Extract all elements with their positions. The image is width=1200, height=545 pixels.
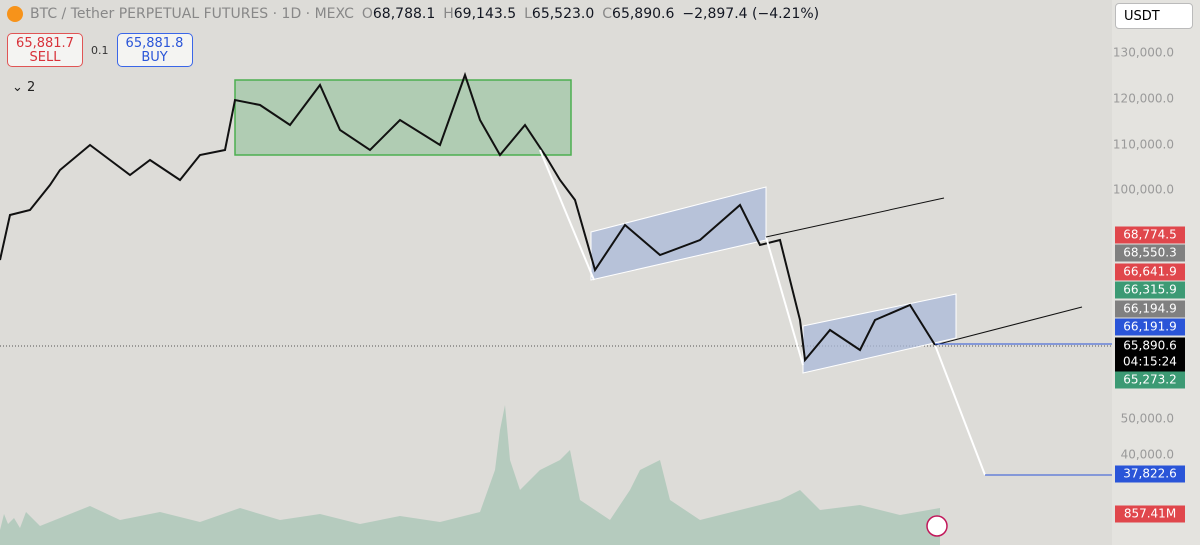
ohlc-key: H bbox=[443, 6, 454, 22]
range-box bbox=[234, 79, 572, 156]
symbol: BTC / Tether PERPETUAL FUTURES · 1D · ME… bbox=[30, 6, 354, 22]
ohlc-value: 65,890.6 bbox=[612, 6, 675, 22]
currency-select[interactable]: USDT bbox=[1115, 3, 1193, 29]
axis-label: 120,000.0 bbox=[1113, 92, 1174, 106]
quantity: 0.1 bbox=[91, 43, 109, 57]
price-tag-bg bbox=[1115, 281, 1185, 299]
projection-line bbox=[539, 149, 595, 281]
volume-area-decor bbox=[0, 405, 940, 545]
ohlc-key: O bbox=[361, 6, 373, 22]
price-tag: 37,822.6 bbox=[1123, 467, 1176, 481]
price-tag-bg bbox=[1115, 465, 1185, 483]
indicator-toggle[interactable]: ⌄ 2 bbox=[12, 80, 36, 95]
price-tag: 65,890.6 bbox=[1123, 339, 1176, 353]
buy-price: 65,881.8 bbox=[125, 36, 184, 51]
price-tag-bg bbox=[1115, 300, 1185, 318]
channel-1 bbox=[590, 186, 767, 281]
ohlc-value: 68,788.1 bbox=[372, 6, 436, 22]
projection-line bbox=[934, 344, 986, 476]
sell-button[interactable]: 65,881.7 SELL bbox=[7, 33, 83, 67]
price-tag: 68,550.3 bbox=[1123, 246, 1176, 260]
price-tag: 65,273.2 bbox=[1123, 373, 1176, 387]
axis-label: 100,000.0 bbox=[1113, 183, 1174, 197]
axis-label: 50,000.0 bbox=[1121, 412, 1174, 426]
price-tag-bg bbox=[1115, 505, 1185, 523]
symbol-header: BTC / Tether PERPETUAL FUTURES · 1D · ME… bbox=[6, 5, 819, 23]
price-tag-bg bbox=[1115, 263, 1185, 281]
ohlc-key: L bbox=[524, 6, 532, 22]
ohlc-key: C bbox=[602, 6, 613, 22]
buy-button[interactable]: 65,881.8 BUY bbox=[116, 33, 193, 67]
axis-label: 40,000.0 bbox=[1121, 448, 1174, 462]
price-tag: 66,194.9 bbox=[1123, 302, 1176, 316]
price-tag: 857.41M bbox=[1124, 507, 1176, 521]
price-tag: 66,191.9 bbox=[1123, 320, 1176, 334]
buy-label: BUY bbox=[141, 50, 168, 65]
trend-line bbox=[765, 197, 945, 238]
price-tag: 66,641.9 bbox=[1123, 265, 1176, 279]
ohlc: O68,788.1 H69,143.5 L65,523.0 C65,890.6 bbox=[354, 6, 675, 22]
ohlc-value: 65,523.0 bbox=[531, 6, 595, 22]
btc-icon bbox=[7, 6, 23, 22]
sell-price: 65,881.7 bbox=[16, 36, 74, 51]
price-tag-bg bbox=[1115, 371, 1185, 389]
price-axis: 130,000.0 120,000.0 110,000.0 100,000.0 50,0… bbox=[1113, 46, 1174, 462]
price-tag-bg bbox=[1115, 226, 1185, 244]
price-tag: 66,315.9 bbox=[1123, 283, 1176, 297]
price-tag-bg bbox=[1115, 244, 1185, 262]
projection-line bbox=[765, 236, 804, 366]
indicator-count: 2 bbox=[27, 80, 36, 95]
price-tag-timer: 04:15:24 bbox=[1123, 355, 1177, 369]
price-tags: 68,774.5 68,550.3 66,641.9 66,315.9 66,194.9… bbox=[1115, 226, 1185, 523]
channel-2 bbox=[802, 293, 957, 374]
trend-line bbox=[934, 306, 1083, 346]
change: −2,897.4 (−4.21%) bbox=[682, 6, 820, 22]
ohlc-value: 69,143.5 bbox=[453, 6, 517, 22]
replay-icon[interactable] bbox=[926, 515, 948, 537]
axis-label: 110,000.0 bbox=[1113, 138, 1174, 152]
price-tag-bg bbox=[1115, 337, 1185, 372]
price-path-decor bbox=[0, 71, 936, 363]
trade-panel: 65,881.7 SELL 0.1 65,881.8 BUY bbox=[7, 33, 193, 67]
price-tag-bg bbox=[1115, 318, 1185, 336]
axis-label: 130,000.0 bbox=[1113, 46, 1174, 60]
price-tag: 68,774.5 bbox=[1123, 228, 1176, 242]
sell-label: SELL bbox=[29, 50, 61, 65]
